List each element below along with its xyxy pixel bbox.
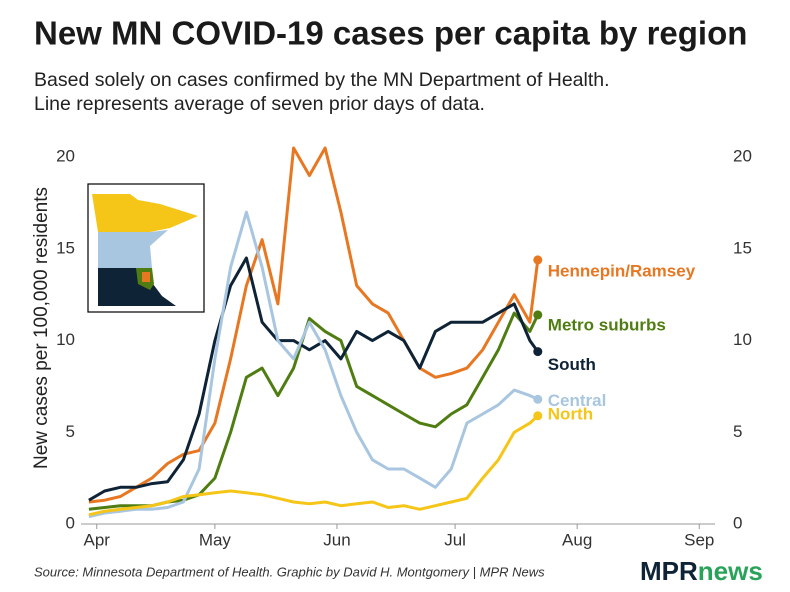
- x-tick-label: Aug: [562, 530, 592, 549]
- chart-title: New MN COVID-19 cases per capita by regi…: [34, 15, 747, 52]
- map-core: [142, 272, 150, 282]
- subtitle: Based solely on cases confirmed by the M…: [34, 69, 610, 91]
- x-tick-label: Jul: [444, 530, 466, 549]
- y-tick-label: 0: [66, 513, 75, 532]
- end-dot: [533, 411, 543, 421]
- series-line: [88, 146, 540, 504]
- map-central: [98, 230, 168, 268]
- x-tick-label: Apr: [84, 530, 111, 549]
- y2-tick-label: 15: [733, 238, 752, 257]
- logo-part: news: [698, 556, 763, 586]
- series-line: [88, 311, 540, 511]
- x-tick-label: Sep: [684, 530, 714, 549]
- legend-label: Central: [548, 391, 607, 410]
- y-tick-label: 10: [56, 330, 75, 349]
- y2-tick-label: 10: [733, 330, 752, 349]
- y-tick-label: 5: [66, 422, 75, 441]
- logo-part: MPR: [640, 556, 698, 586]
- end-dot: [533, 347, 543, 357]
- y2-tick-label: 20: [733, 147, 752, 166]
- y-axis-label: New cases per 100,000 residents: [31, 187, 52, 469]
- legend-label: Metro suburbs: [548, 315, 666, 334]
- logo: MPRnews: [640, 556, 763, 586]
- y2-tick-label: 0: [733, 513, 742, 532]
- y-tick-label: 20: [56, 147, 75, 166]
- end-dot: [533, 310, 543, 320]
- map-inset: [87, 183, 205, 313]
- series-line: [88, 210, 539, 519]
- subtitle: Line represents average of seven prior d…: [34, 93, 485, 115]
- x-tick-label: Jun: [323, 530, 350, 549]
- legend-label: North: [548, 404, 593, 423]
- map-north: [92, 194, 198, 232]
- y-tick-label: 15: [56, 238, 75, 257]
- map-south: [98, 268, 176, 306]
- legend-label: Hennepin/Ramsey: [548, 261, 696, 280]
- end-dot: [533, 394, 543, 404]
- x-tick-label: May: [199, 530, 232, 549]
- source: Source: Minnesota Department of Health. …: [34, 564, 545, 579]
- series-line: [88, 256, 540, 502]
- series-line: [88, 414, 539, 517]
- legend-label: South: [548, 355, 596, 374]
- end-dot: [533, 255, 543, 265]
- y2-tick-label: 5: [733, 422, 742, 441]
